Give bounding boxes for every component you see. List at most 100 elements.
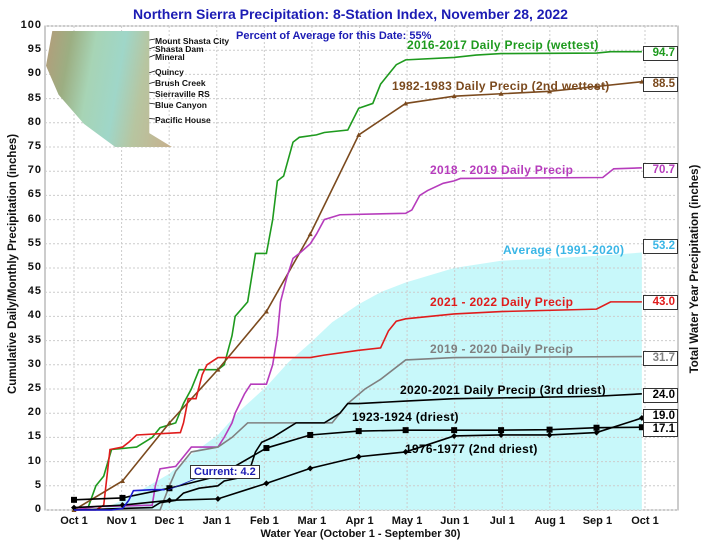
data-point-diamond [593,429,600,436]
y-tick-label: 75 [27,140,42,152]
x-tick-label: Oct 1 [60,515,88,527]
total-value-box: 17.1 [643,422,678,437]
y-tick-label: 10 [27,454,42,467]
series-label: 2020-2021 Daily Precip (3rd driest) [400,383,606,397]
y-tick-label: 80 [27,115,42,128]
y-tick-label: 5 [34,478,42,491]
chart-subtitle: Percent of Average for this Date: 55% [236,30,432,42]
total-value-box: 31.7 [643,351,678,366]
chart-title: Northern Sierra Precipitation: 8-Station… [133,6,568,22]
average-area [74,252,642,510]
y-tick-label: 90 [27,67,42,80]
station-label: Mineral [155,52,185,62]
total-value-box: 24.0 [643,388,678,403]
data-point-triangle [594,84,600,89]
data-point-diamond [166,497,173,504]
station-label: Brush Creek [155,78,206,88]
y-tick-label: 50 [27,261,42,273]
data-point-square [638,424,645,431]
x-tick-label: Mar 1 [297,515,327,527]
data-point-triangle [263,309,269,314]
data-point-triangle [307,231,313,237]
series-label: 2021 - 2022 Daily Precip [430,295,574,309]
x-tick-label: Jun 1 [440,515,470,527]
data-point-diamond [546,431,553,438]
station-label: Blue Canyon [155,100,207,110]
x-tick-label: May 1 [391,515,423,527]
y-tick-label: 30 [27,357,42,370]
current-value-label: Current: 4.2 [190,465,260,479]
data-point-triangle [403,100,409,106]
y-tick-label: 20 [27,406,42,419]
station-label: Shasta Dam [155,44,204,54]
station-label: Mount Shasta City [155,36,230,46]
station-label: Pacific House [155,115,211,125]
data-point-square [402,427,409,434]
x-axis-label: Water Year (October 1 - September 30) [260,528,461,540]
total-value-box: 53.2 [643,239,678,254]
x-tick-label: Oct 1 [631,515,659,527]
y-tick-label: 100 [20,19,42,31]
y-tick-label: 60 [27,212,42,225]
total-value-box: 94.7 [643,46,678,61]
data-point-square [355,428,362,435]
y-axis-label-right: Total Water Year Precipitation (inches) [689,164,701,374]
y-tick-label: 85 [27,91,42,104]
y-tick-label: 65 [27,188,42,201]
x-tick-label: Dec 1 [154,515,184,527]
y-tick-label: 15 [27,430,42,443]
data-point-square [451,427,458,434]
data-point-diamond [214,495,221,502]
x-tick-label: Feb 1 [249,515,279,527]
data-point-square [263,445,270,452]
series-label: 2016-2017 Daily Precip (wettest) [407,38,599,52]
series-label: 1923-1924 (driest) [352,410,459,424]
series-label: Average (1991-2020) [503,243,625,257]
series-label: 2018 - 2019 Daily Precip [430,163,574,177]
y-tick-label: 25 [27,382,42,394]
x-tick-label: Jan 1 [202,515,231,527]
data-point-diamond [355,453,362,460]
data-point-square [71,496,77,503]
data-point-square [593,424,600,431]
y-tick-label: 70 [27,164,42,177]
data-point-diamond [402,448,409,455]
data-point-triangle [547,88,553,94]
data-point-triangle [356,132,362,137]
station-label: Sierraville RS [155,89,210,99]
data-point-triangle [215,367,221,372]
data-point-triangle [498,91,504,96]
data-point-square [307,431,314,438]
series-line-2021-2022-daily-precip [74,301,642,511]
series-label: 1976-1977 (2nd driest) [405,442,538,456]
data-point-triangle [166,420,172,425]
data-point-square [546,426,553,433]
data-point-diamond [307,465,314,472]
series-line-current [74,488,165,511]
series-line-2020-2021-daily-precip-3rd-driest [73,393,642,511]
total-value-box: 70.7 [643,163,678,178]
data-point-diamond [263,480,270,487]
x-tick-label: Aug 1 [534,515,566,527]
x-tick-label: Nov 1 [106,515,137,527]
x-tick-label: Apr 1 [345,515,374,527]
series-label: 2019 - 2020 Daily Precip [430,342,574,356]
x-tick-label: Jul 1 [489,515,515,527]
data-point-diamond [451,432,458,439]
data-point-diamond [498,431,505,438]
data-point-square [119,494,126,501]
total-value-box: 43.0 [643,295,678,310]
y-tick-label: 35 [27,333,42,346]
y-tick-label: 95 [27,43,42,56]
series-line-2019-2020-daily-precip [74,355,642,511]
data-point-square [166,485,173,492]
data-point-triangle [119,478,125,483]
y-tick-label: 40 [27,309,42,322]
data-point-diamond [71,504,77,511]
data-point-triangle [451,93,457,99]
total-value-box: 88.5 [643,77,678,92]
data-point-square [498,427,505,434]
series-label: 1982-1983 Daily Precip (2nd wettest) [392,79,610,93]
